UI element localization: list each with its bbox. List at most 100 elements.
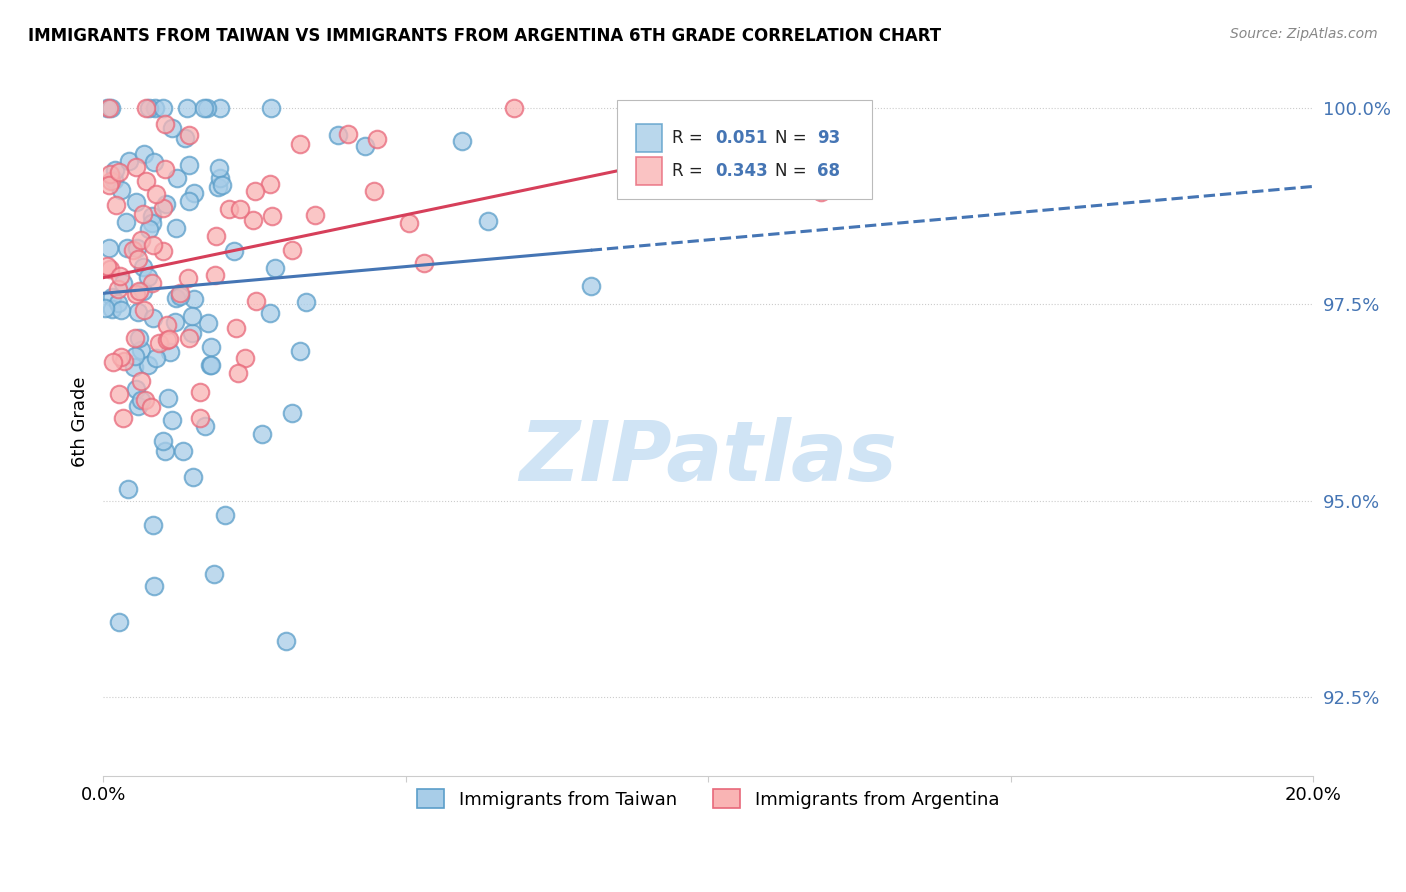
Point: [208, 101, 231, 115]
Point: [127, 241, 149, 255]
Point: [128, 331, 150, 345]
Point: [218, 202, 240, 216]
Point: [174, 131, 197, 145]
Text: N =: N =: [775, 128, 811, 147]
Point: [112, 410, 135, 425]
Point: [97, 241, 120, 255]
Point: [166, 171, 188, 186]
Point: [188, 384, 211, 399]
Point: [288, 343, 311, 358]
Point: [209, 171, 232, 186]
Point: [290, 136, 312, 151]
Point: [156, 318, 179, 333]
Point: [281, 406, 304, 420]
Point: [295, 294, 318, 309]
Point: [98, 261, 121, 276]
Text: N =: N =: [775, 162, 811, 180]
Point: [124, 331, 146, 345]
Point: [132, 146, 155, 161]
Point: [152, 434, 174, 449]
Point: [166, 221, 188, 235]
Point: [104, 197, 127, 211]
Point: [111, 276, 134, 290]
Point: [179, 128, 201, 143]
Point: [134, 392, 156, 407]
Point: [197, 316, 219, 330]
Point: [477, 214, 499, 228]
Point: [112, 353, 135, 368]
Point: [204, 229, 226, 244]
Point: [101, 290, 124, 304]
Point: [198, 358, 221, 372]
FancyBboxPatch shape: [636, 124, 662, 152]
Point: [503, 101, 526, 115]
Point: [169, 285, 191, 300]
Point: [127, 252, 149, 266]
Point: [579, 279, 602, 293]
Point: [202, 566, 225, 581]
Point: [145, 351, 167, 366]
Point: [260, 101, 283, 115]
Point: [366, 132, 388, 146]
Point: [153, 444, 176, 458]
Point: [245, 293, 267, 308]
Point: [163, 315, 186, 329]
Point: [243, 185, 266, 199]
Point: [181, 469, 204, 483]
Point: [159, 345, 181, 359]
Point: [160, 413, 183, 427]
Text: 93: 93: [817, 128, 841, 147]
Point: [152, 244, 174, 258]
Point: [100, 174, 122, 188]
Point: [131, 233, 153, 247]
Point: [98, 167, 121, 181]
Point: [183, 186, 205, 200]
Point: [200, 358, 222, 372]
Point: [101, 302, 124, 317]
FancyBboxPatch shape: [636, 157, 662, 186]
Point: [115, 214, 138, 228]
Y-axis label: 6th Grade: 6th Grade: [72, 376, 89, 467]
Point: [181, 309, 204, 323]
Point: [101, 355, 124, 369]
Point: [93, 301, 115, 316]
Point: [125, 286, 148, 301]
Point: [125, 194, 148, 209]
Point: [129, 343, 152, 358]
Point: [177, 157, 200, 171]
Point: [100, 101, 122, 115]
Point: [135, 101, 157, 115]
Point: [179, 194, 201, 209]
Point: [337, 127, 360, 141]
Point: [132, 206, 155, 220]
Point: [208, 161, 231, 176]
Point: [225, 321, 247, 335]
Point: [304, 208, 326, 222]
Point: [96, 259, 118, 273]
Point: [142, 238, 165, 252]
Point: [259, 306, 281, 320]
Point: [274, 634, 297, 648]
Point: [136, 359, 159, 373]
Point: [183, 292, 205, 306]
Point: [200, 340, 222, 354]
Point: [142, 311, 165, 326]
Point: [97, 101, 120, 115]
Point: [169, 289, 191, 303]
Point: [96, 101, 118, 115]
Point: [172, 443, 194, 458]
Point: [132, 260, 155, 275]
Point: [214, 508, 236, 522]
Text: Source: ZipAtlas.com: Source: ZipAtlas.com: [1230, 27, 1378, 41]
Point: [264, 261, 287, 276]
Point: [110, 303, 132, 318]
Point: [141, 215, 163, 229]
Point: [242, 212, 264, 227]
Point: [108, 165, 131, 179]
Point: [157, 333, 180, 347]
Point: [152, 201, 174, 215]
Point: [148, 336, 170, 351]
Point: [204, 268, 226, 283]
Point: [235, 351, 257, 365]
Point: [450, 134, 472, 148]
